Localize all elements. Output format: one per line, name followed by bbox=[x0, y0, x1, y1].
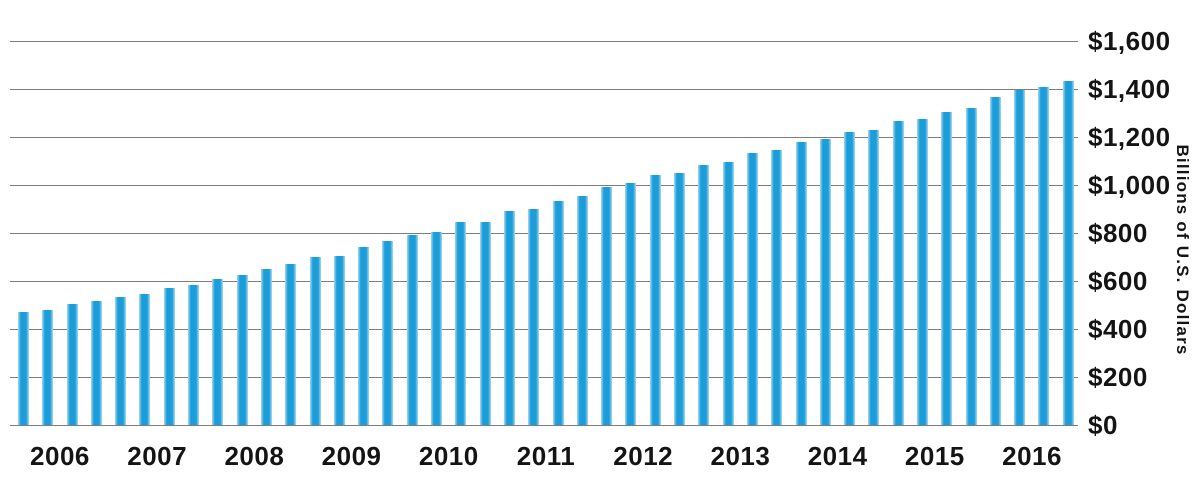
gridline-200 bbox=[10, 377, 1078, 378]
bar-2013-q3 bbox=[746, 152, 758, 425]
y-tick-label-1400: $1,400 bbox=[1088, 74, 1171, 104]
bar-2009-q4 bbox=[382, 241, 394, 425]
bar-2010-q1 bbox=[406, 235, 418, 425]
bar-2014-q2 bbox=[819, 139, 831, 425]
gridline-400 bbox=[10, 329, 1078, 330]
bar-2015-q2 bbox=[916, 119, 928, 425]
bar-2011-q2 bbox=[528, 209, 540, 425]
bar-2008-q4 bbox=[285, 264, 297, 425]
bar-series bbox=[18, 25, 1074, 425]
bar-2008-q3 bbox=[260, 269, 272, 425]
x-tick-label-2006: 2006 bbox=[30, 441, 90, 471]
gridline-1000 bbox=[10, 185, 1078, 186]
bar-2007-q3 bbox=[163, 288, 175, 425]
bar-2009-q2 bbox=[333, 255, 345, 425]
y-tick-label-1200: $1,200 bbox=[1088, 122, 1171, 152]
bar-2012-q2 bbox=[625, 182, 637, 425]
bar-2011-q3 bbox=[552, 200, 564, 425]
gridline-1600 bbox=[10, 41, 1078, 42]
x-tick-label-2014: 2014 bbox=[807, 441, 868, 471]
bar-2011-q1 bbox=[503, 211, 515, 425]
y-tick-label-0: $0 bbox=[1088, 410, 1118, 440]
bar-2014-q3 bbox=[844, 132, 856, 425]
bar-2006-q2 bbox=[42, 309, 54, 425]
bar-2006-q3 bbox=[66, 303, 78, 425]
bar-2010-q4 bbox=[479, 222, 491, 425]
bar-2008-q1 bbox=[212, 278, 224, 425]
x-tick-label-2011: 2011 bbox=[516, 441, 576, 471]
gridline-1400 bbox=[10, 89, 1078, 90]
bar-2012-q4 bbox=[674, 173, 686, 425]
bar-2013-q4 bbox=[771, 150, 783, 425]
y-tick-label-800: $800 bbox=[1088, 218, 1148, 248]
bar-2011-q4 bbox=[576, 195, 588, 425]
x-tick-label-2015: 2015 bbox=[904, 441, 965, 471]
x-tick-label-2013: 2013 bbox=[710, 441, 771, 471]
bar-2008-q2 bbox=[236, 275, 248, 425]
bar-2013-q2 bbox=[722, 162, 734, 425]
bar-2007-q4 bbox=[188, 284, 200, 425]
bar-2014-q1 bbox=[795, 141, 807, 425]
gridline-600 bbox=[10, 281, 1078, 282]
bar-2013-q1 bbox=[698, 164, 710, 425]
y-tick-label-200: $200 bbox=[1088, 362, 1148, 392]
bar-2012-q1 bbox=[601, 187, 613, 425]
bar-2016-q1 bbox=[989, 97, 1001, 425]
y-tick-label-600: $600 bbox=[1088, 266, 1148, 296]
x-tick-label-2009: 2009 bbox=[321, 441, 382, 471]
bar-2009-q1 bbox=[309, 257, 321, 425]
plot-area: $0 $200 $400 $600 $800 $1,000 $1,200 $1,400 $1,6… bbox=[10, 0, 1170, 495]
bar-2014-q4 bbox=[868, 129, 880, 425]
x-tick-label-2008: 2008 bbox=[224, 441, 285, 471]
y-tick-label-400: $400 bbox=[1088, 314, 1148, 344]
gridline-1200 bbox=[10, 137, 1078, 138]
bar-2006-q4 bbox=[90, 301, 102, 425]
bar-2010-q2 bbox=[431, 231, 443, 425]
x-tick-label-2012: 2012 bbox=[613, 441, 674, 471]
gridline-0 bbox=[10, 425, 1078, 426]
bar-2016-q4 bbox=[1062, 80, 1074, 425]
y-tick-label-1000: $1,000 bbox=[1088, 170, 1171, 200]
bar-2016-q2 bbox=[1014, 90, 1026, 425]
bar-2015-q3 bbox=[941, 111, 953, 425]
bar-2016-q3 bbox=[1038, 86, 1050, 425]
bar-2010-q3 bbox=[455, 222, 467, 425]
x-tick-label-2016: 2016 bbox=[1002, 441, 1062, 471]
y-tick-label-1600: $1,600 bbox=[1088, 26, 1171, 56]
bar-2015-q4 bbox=[965, 108, 977, 425]
bar-2006-q1 bbox=[18, 312, 29, 425]
x-tick-label-2010: 2010 bbox=[418, 441, 479, 471]
x-tick-label-2007: 2007 bbox=[127, 441, 188, 471]
bar-2012-q3 bbox=[649, 175, 661, 425]
bar-2007-q2 bbox=[139, 294, 151, 425]
bar-2007-q1 bbox=[115, 296, 127, 425]
y-axis-title: Billions of U.S. Dollars bbox=[1173, 144, 1192, 356]
bar-2009-q3 bbox=[358, 247, 370, 425]
bar-2015-q1 bbox=[892, 121, 904, 425]
gridline-800 bbox=[10, 233, 1078, 234]
